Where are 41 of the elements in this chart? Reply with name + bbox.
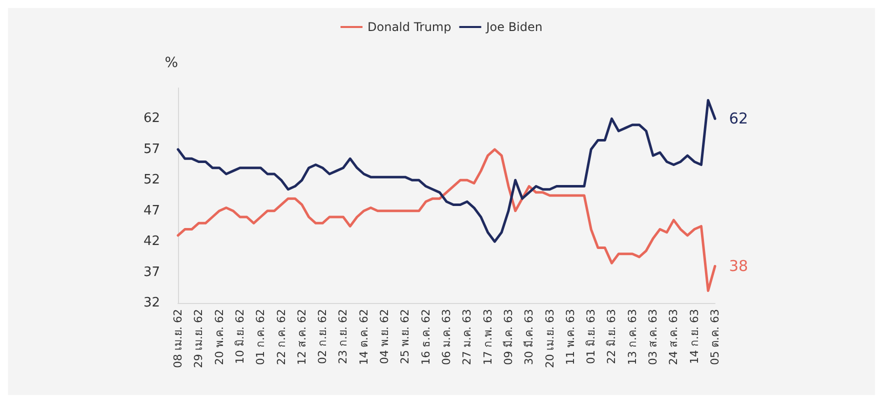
x-tick-label: 24 ส.ค. 63	[667, 309, 680, 365]
x-tick-label: 16 ธ.ค. 62	[419, 309, 432, 365]
y-tick-label: 62	[143, 111, 160, 126]
x-tick-label: 22 ก.ค. 62	[274, 309, 288, 365]
x-tick-label: 27 ม.ค. 63	[460, 309, 474, 365]
x-tick-label: 29 เม.ย. 62	[192, 309, 206, 368]
line-series	[176, 148, 716, 292]
x-tick-label: 06 ม.ค. 63	[440, 309, 453, 365]
data-label: 62	[729, 110, 748, 128]
data-label: 38	[729, 257, 748, 276]
x-tick-label: 01 มิ.ย. 63	[584, 309, 598, 364]
x-tick-label: 23 ก.ย. 62	[336, 309, 350, 364]
x-tick-label: 14 ต.ค. 62	[357, 309, 370, 365]
line-series	[176, 99, 716, 243]
x-tick-label: 30 มี.ค. 63	[522, 309, 536, 365]
legend-label: Joe Biden	[485, 20, 542, 34]
x-tick-label: 08 เม.ย. 62	[172, 309, 184, 368]
x-tick-label: 10 มิ.ย. 62	[233, 309, 246, 364]
legend-label: Donald Trump	[368, 20, 452, 34]
y-tick-label: 42	[143, 234, 160, 250]
y-tick-label: 32	[143, 296, 160, 310]
x-tick-label: 05 ต.ค. 63	[708, 309, 722, 365]
x-tick-label: 04 พ.ย. 62	[378, 309, 392, 364]
x-tick-label: 02 ก.ย. 62	[316, 309, 330, 364]
y-tick-label: 47	[143, 203, 160, 218]
x-tick-label: 09 มี.ค. 63	[502, 309, 515, 365]
x-tick-label: 17 ก.พ. 63	[481, 309, 494, 365]
x-tick-label: 03 ส.ค. 63	[646, 309, 660, 365]
x-tick-label: 01 ก.ค. 62	[254, 309, 268, 365]
y-tick-label: 52	[143, 172, 160, 188]
x-tick-label: 14 ก.ย. 63	[688, 309, 701, 364]
x-tick-label: 12 ส.ค. 62	[295, 309, 308, 365]
x-tick-label: 25 พ.ย. 62	[398, 309, 412, 364]
x-tick-label: 20 พ.ค. 62	[212, 309, 226, 365]
y-tick-label: 37	[143, 264, 160, 280]
x-tick-label: 22 มิ.ย. 63	[605, 309, 618, 364]
x-tick-label: 13 ก.ค. 63	[626, 309, 639, 365]
x-tick-label: 11 พ.ค. 63	[564, 309, 577, 365]
y-axis-title: %	[164, 55, 178, 71]
y-tick-label: 57	[143, 142, 160, 157]
x-tick-label: 20 เม.ย. 63	[543, 309, 556, 368]
